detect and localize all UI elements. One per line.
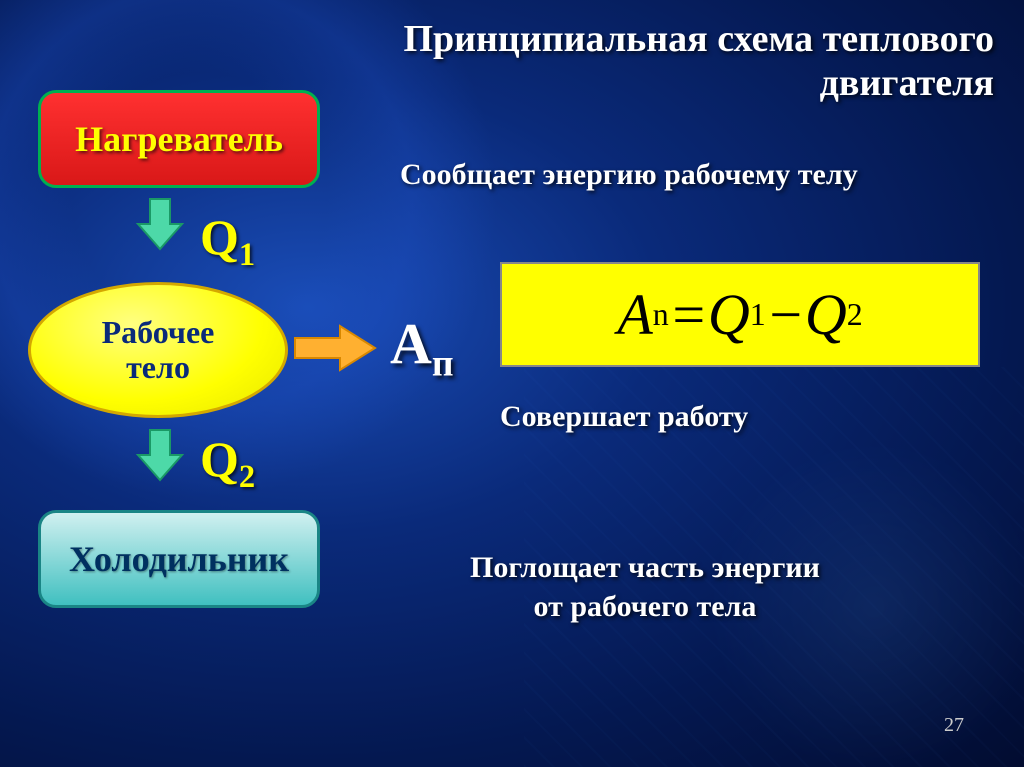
formula-s1: 1 bbox=[750, 297, 766, 333]
desc3-line1: Поглощает часть энергии bbox=[470, 551, 820, 584]
description-cooler: Поглощает часть энергии от рабочего тела bbox=[470, 548, 820, 626]
formula-Q1: Q bbox=[708, 281, 750, 348]
arrow-q2-icon bbox=[130, 425, 190, 485]
working-body-line1: Рабочее bbox=[102, 315, 215, 350]
working-body-ellipse: Рабочее тело bbox=[28, 282, 288, 418]
title-line2: двигателя bbox=[820, 62, 994, 104]
formula-s2: 2 bbox=[847, 297, 863, 333]
desc3-line2: от рабочего тела bbox=[534, 590, 757, 623]
ap-symbol: А bbox=[390, 311, 432, 376]
description-work: Совершает работу bbox=[500, 400, 748, 434]
cooler-box: Холодильник bbox=[38, 510, 320, 608]
working-body-line2: тело bbox=[126, 350, 190, 385]
ap-sub: п bbox=[432, 343, 454, 385]
q1-sub: 1 bbox=[239, 237, 255, 273]
q2-label: Q2 bbox=[200, 430, 255, 496]
arrow-work-icon bbox=[290, 318, 380, 378]
formula-An-sub: n bbox=[653, 297, 669, 333]
page-number: 27 bbox=[944, 714, 964, 737]
heater-label: Нагреватель bbox=[75, 118, 283, 160]
heater-box: Нагреватель bbox=[38, 90, 320, 188]
slide-title: Принципиальная схема теплового двигателя bbox=[403, 18, 994, 105]
description-heater: Сообщает энергию рабочему телу bbox=[400, 158, 858, 192]
formula-A: A bbox=[617, 281, 652, 348]
title-line1: Принципиальная схема теплового bbox=[403, 18, 994, 60]
work-label: Ап bbox=[390, 310, 454, 386]
q1-label: Q1 bbox=[200, 208, 255, 274]
formula-Q2: Q bbox=[805, 281, 847, 348]
cooler-label: Холодильник bbox=[69, 538, 289, 580]
formula-box: An = Q1 − Q2 bbox=[500, 262, 980, 367]
q2-symbol: Q bbox=[200, 431, 239, 487]
q1-symbol: Q bbox=[200, 209, 239, 265]
q2-sub: 2 bbox=[239, 459, 255, 495]
formula-minus: − bbox=[766, 281, 805, 348]
arrow-q1-icon bbox=[130, 194, 190, 254]
formula-eq: = bbox=[669, 281, 708, 348]
